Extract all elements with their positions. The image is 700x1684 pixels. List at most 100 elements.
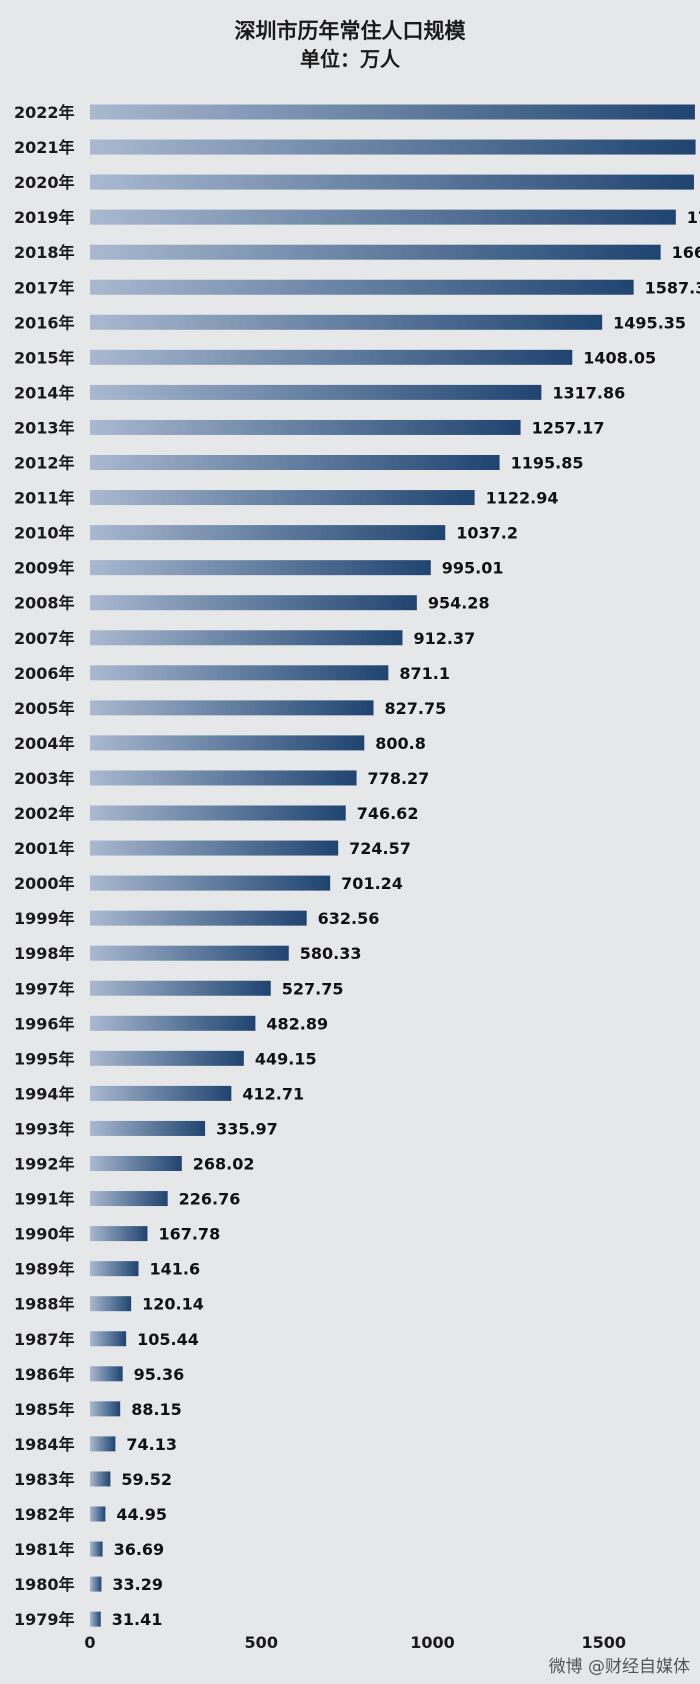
value-label: 141.6 [149, 1260, 200, 1279]
x-tick-label: 0 [84, 1633, 95, 1652]
bar [90, 139, 696, 155]
value-label: 335.97 [216, 1119, 278, 1138]
bar [90, 875, 331, 891]
bar [90, 700, 374, 716]
bar [90, 525, 446, 541]
value-label: 36.69 [114, 1540, 165, 1559]
value-label: 449.15 [255, 1049, 317, 1068]
bar [90, 104, 695, 120]
bar [90, 770, 357, 786]
value-label: 632.56 [318, 909, 380, 928]
value-label: 724.57 [349, 839, 411, 858]
value-label: 527.75 [282, 979, 344, 998]
bar [90, 735, 365, 751]
bar [90, 1015, 256, 1031]
category-label: 1992年 [14, 1155, 75, 1174]
bar [90, 1085, 232, 1101]
value-label: 74.13 [126, 1435, 177, 1454]
value-label: 1666.12 [672, 243, 700, 262]
category-label: 2007年 [14, 629, 75, 648]
value-label: 954.28 [428, 594, 490, 613]
category-label: 1994年 [14, 1084, 75, 1103]
bar [90, 279, 634, 295]
value-label: 268.02 [193, 1155, 255, 1174]
value-label: 33.29 [112, 1575, 163, 1594]
category-label: 2022年 [14, 103, 75, 122]
bar [90, 1226, 148, 1242]
category-label: 1983年 [14, 1470, 75, 1489]
bars-group: 2022年1766.182021年1768.162020年1763.382019… [14, 103, 700, 1629]
chart-subtitle: 单位：万人 [300, 47, 401, 71]
bar [90, 1261, 139, 1277]
category-label: 2001年 [14, 839, 75, 858]
x-axis: 0 500 1000 1500 [84, 1633, 626, 1652]
bar [90, 384, 542, 400]
category-label: 1981年 [14, 1540, 75, 1559]
watermark: 微博 @财经自媒体 [549, 1657, 690, 1677]
bar [90, 1401, 121, 1417]
x-tick-label: 500 [245, 1633, 278, 1652]
category-label: 2005年 [14, 699, 75, 718]
bar [90, 1191, 168, 1207]
bar [90, 1366, 123, 1382]
value-label: 105.44 [137, 1330, 199, 1349]
value-label: 59.52 [121, 1470, 172, 1489]
bar [90, 314, 603, 330]
value-label: 44.95 [116, 1505, 167, 1524]
category-label: 2002年 [14, 804, 75, 823]
value-label: 167.78 [158, 1225, 220, 1244]
bar [90, 1541, 103, 1557]
category-label: 1985年 [14, 1400, 75, 1419]
bar [90, 980, 271, 996]
bar [90, 665, 389, 681]
bar [90, 1331, 127, 1347]
value-label: 800.8 [375, 734, 426, 753]
bar [90, 490, 475, 506]
bar [90, 1436, 116, 1452]
value-label: 1122.94 [486, 489, 559, 508]
category-label: 1995年 [14, 1049, 75, 1068]
x-tick-label: 1000 [410, 1633, 455, 1652]
category-label: 2000年 [14, 874, 75, 893]
category-label: 1997年 [14, 979, 75, 998]
category-label: 1996年 [14, 1014, 75, 1033]
category-label: 1993年 [14, 1119, 75, 1138]
bar [90, 910, 307, 926]
bar [90, 349, 573, 365]
category-label: 2015年 [14, 348, 75, 367]
value-label: 120.14 [142, 1295, 204, 1314]
category-label: 2019年 [14, 208, 75, 227]
category-label: 2013年 [14, 418, 75, 437]
bar [90, 419, 521, 435]
category-label: 1979年 [14, 1610, 75, 1629]
value-label: 1257.17 [532, 418, 605, 437]
value-label: 827.75 [385, 699, 447, 718]
category-label: 1990年 [14, 1225, 75, 1244]
bar [90, 560, 431, 576]
category-label: 1988年 [14, 1295, 75, 1314]
bar [90, 1576, 102, 1592]
bar [90, 1471, 111, 1487]
value-label: 871.1 [399, 664, 450, 683]
value-label: 1710.4 [687, 208, 700, 227]
value-label: 746.62 [357, 804, 419, 823]
value-label: 580.33 [300, 944, 362, 963]
value-label: 1587.31 [645, 278, 700, 297]
category-label: 2017年 [14, 278, 75, 297]
category-label: 1989年 [14, 1260, 75, 1279]
value-label: 31.41 [112, 1610, 163, 1629]
category-label: 2014年 [14, 383, 75, 402]
category-label: 1999年 [14, 909, 75, 928]
bar [90, 209, 676, 225]
category-label: 1982年 [14, 1505, 75, 1524]
bar [90, 595, 417, 611]
bar [90, 455, 500, 470]
category-label: 1986年 [14, 1365, 75, 1384]
value-label: 95.36 [134, 1365, 185, 1384]
value-label: 412.71 [242, 1084, 304, 1103]
bar [90, 244, 661, 260]
bar [90, 1120, 206, 1136]
category-label: 2021年 [14, 138, 75, 157]
category-label: 2011年 [14, 489, 75, 508]
